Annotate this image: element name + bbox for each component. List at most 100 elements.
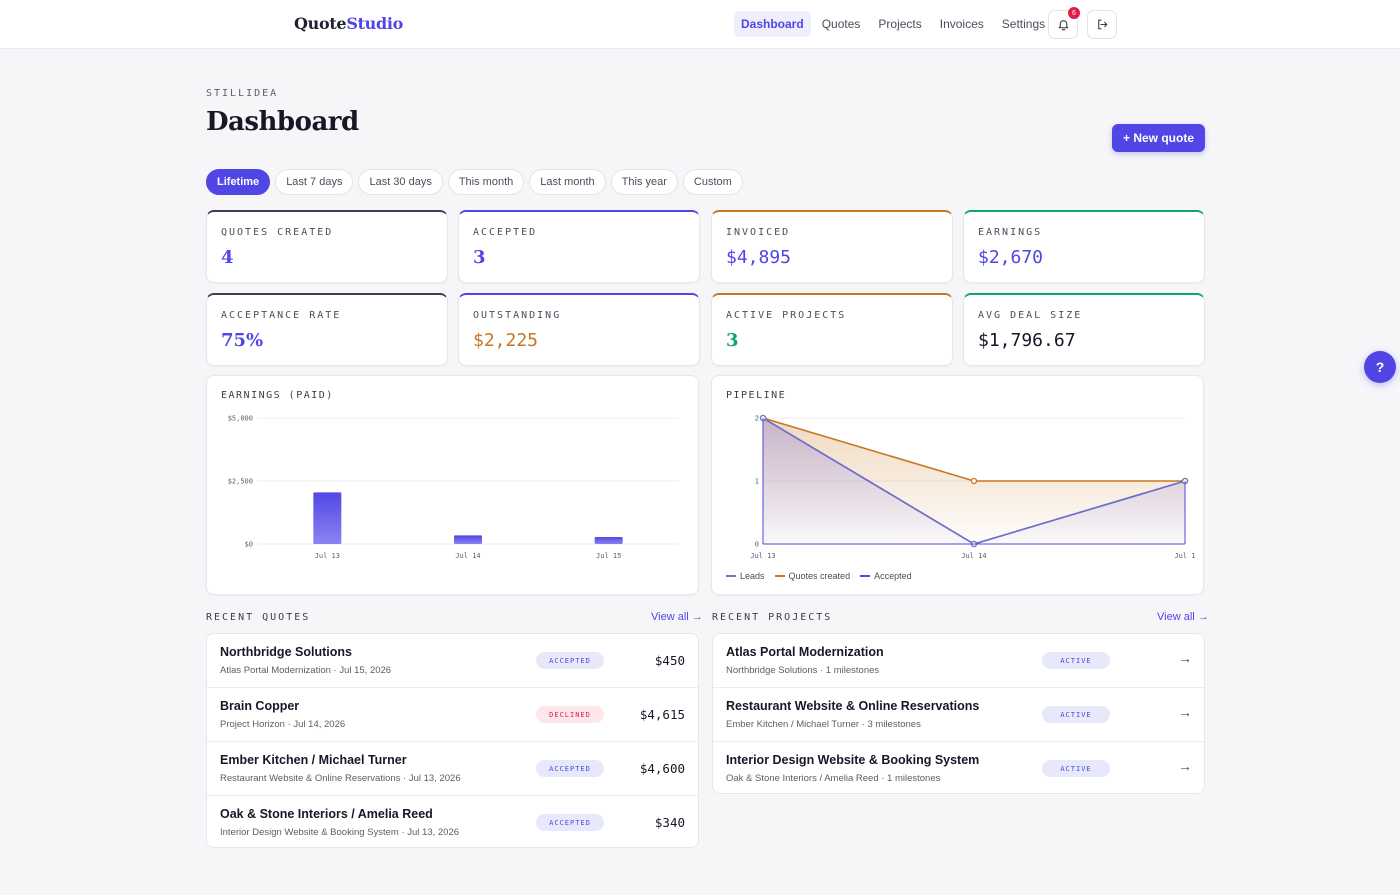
quote-meta: Project Horizon · Jul 14, 2026 xyxy=(220,719,346,730)
project-row[interactable]: Interior Design Website & Booking System… xyxy=(713,741,1204,795)
filter-this-month[interactable]: This month xyxy=(447,169,525,195)
quote-meta: Interior Design Website & Booking System… xyxy=(220,827,460,838)
status-badge: ACCEPTED xyxy=(536,814,604,831)
logo-accent-text: Studio xyxy=(346,14,404,33)
earnings-chart-title: EARNINGS (PAID) xyxy=(221,390,334,401)
stat-label: ACTIVE PROJECTS xyxy=(726,310,847,321)
recent-quotes-heading: RECENT QUOTES xyxy=(206,612,311,623)
stat-card: OUTSTANDING $2,225 xyxy=(458,293,700,366)
stat-card: ACTIVE PROJECTS 3 xyxy=(711,293,953,366)
project-row[interactable]: Restaurant Website & Online Reservations… xyxy=(713,687,1204,741)
y-tick-label: 1 xyxy=(755,478,759,486)
y-tick-label: $5,000 xyxy=(228,415,253,423)
stat-card: ACCEPTED 3 xyxy=(458,210,700,283)
filter-this-year[interactable]: This year xyxy=(610,169,678,195)
nav-quotes[interactable]: Quotes xyxy=(821,17,861,31)
stat-value: $2,670 xyxy=(978,247,1044,268)
legend-item-accepted[interactable]: Accepted xyxy=(860,571,912,581)
x-tick-label: Jul 13 xyxy=(315,552,340,560)
quote-row[interactable]: Ember Kitchen / Michael Turner Restauran… xyxy=(207,741,698,795)
filter-last-7-days[interactable]: Last 7 days xyxy=(275,169,354,195)
stat-value: 3 xyxy=(726,330,739,351)
nav-invoices[interactable]: Invoices xyxy=(939,17,984,31)
project-meta: Northbridge Solutions · 1 milestones xyxy=(726,665,880,676)
recent-quotes-list: Northbridge Solutions Atlas Portal Moder… xyxy=(206,633,699,848)
stat-value: 4 xyxy=(221,247,234,268)
stat-label: ACCEPTANCE RATE xyxy=(221,310,342,321)
app-logo[interactable]: QuoteStudio xyxy=(294,14,403,33)
logout-button[interactable] xyxy=(1087,10,1117,39)
filter-last-30-days[interactable]: Last 30 days xyxy=(358,169,443,195)
stat-card: ACCEPTANCE RATE 75% xyxy=(206,293,448,366)
notification-count-badge: 6 xyxy=(1068,7,1080,19)
quote-client-name: Oak & Stone Interiors / Amelia Reed xyxy=(220,807,433,821)
arrow-right-icon[interactable]: → xyxy=(1178,704,1192,720)
stat-card: EARNINGS $2,670 xyxy=(963,210,1205,283)
stat-value: $4,895 xyxy=(726,247,792,268)
view-all-quotes-link[interactable]: View all → xyxy=(651,611,703,623)
pipeline-chart-card: PIPELINE 0 1 2 Jul 13 Jul 14 Jul 1 Leads Quot… xyxy=(711,375,1204,595)
x-tick-label: Jul 1 xyxy=(1174,552,1195,560)
legend-label: Accepted xyxy=(874,571,912,581)
page-title: Dashboard xyxy=(206,107,359,137)
status-badge: ACCEPTED xyxy=(536,652,604,669)
legend-swatch xyxy=(860,575,871,577)
nav-settings[interactable]: Settings xyxy=(1001,17,1046,31)
stat-label: AVG DEAL SIZE xyxy=(978,310,1083,321)
arrow-right-icon[interactable]: → xyxy=(1178,758,1192,774)
legend-item-quotes-created[interactable]: Quotes created xyxy=(774,571,850,581)
quote-client-name: Northbridge Solutions xyxy=(220,645,352,659)
earnings-bar xyxy=(313,492,342,544)
pipeline-chart-title: PIPELINE xyxy=(726,390,787,401)
x-tick-label: Jul 15 xyxy=(596,552,621,560)
quote-row[interactable]: Brain Copper Project Horizon · Jul 14, 2… xyxy=(207,687,698,741)
stat-value: $2,225 xyxy=(473,330,539,351)
filter-lifetime[interactable]: Lifetime xyxy=(206,169,271,195)
quote-amount: $340 xyxy=(654,815,685,830)
arrow-right-icon[interactable]: → xyxy=(1178,650,1192,666)
recent-projects-list: Atlas Portal Modernization Northbridge S… xyxy=(712,633,1205,794)
y-tick-label: 0 xyxy=(755,541,759,549)
status-badge: ACCEPTED xyxy=(536,760,604,777)
legend-item-leads[interactable]: Leads xyxy=(726,571,765,581)
stat-label: OUTSTANDING xyxy=(473,310,562,321)
quote-meta: Atlas Portal Modernization · Jul 15, 202… xyxy=(220,665,392,676)
earnings-bar xyxy=(454,535,482,544)
y-tick-label: $2,500 xyxy=(228,478,253,486)
project-row[interactable]: Atlas Portal Modernization Northbridge S… xyxy=(713,634,1204,688)
earnings-bar xyxy=(594,536,623,544)
earnings-chart-card: EARNINGS (PAID) $0 $2,500 $5,000 Jul 13 Jul … xyxy=(206,375,699,595)
stat-label: INVOICED xyxy=(726,227,791,238)
status-badge: ACTIVE xyxy=(1042,706,1110,723)
nav-projects[interactable]: Projects xyxy=(878,17,922,31)
legend-label: Leads xyxy=(740,571,765,581)
help-button[interactable]: ? xyxy=(1364,351,1396,383)
pipeline-line-chart: 0 1 2 Jul 13 Jul 14 Jul 1 xyxy=(750,415,1195,561)
logo-text: Quote xyxy=(294,14,347,33)
earnings-bar-chart: $0 $2,500 $5,000 Jul 13 Jul 14 Jul 15 xyxy=(228,415,679,560)
top-navigation-bar: QuoteStudio Dashboard Quotes Projects In… xyxy=(0,0,1400,49)
date-range-filters: Lifetime Last 7 days Last 30 days This m… xyxy=(206,169,743,195)
quote-row[interactable]: Oak & Stone Interiors / Amelia Reed Inte… xyxy=(207,795,698,849)
y-tick-label: $0 xyxy=(245,541,253,549)
stat-label: QUOTES CREATED xyxy=(221,227,334,238)
stat-card: QUOTES CREATED 4 xyxy=(206,210,448,283)
notifications-button[interactable]: 6 xyxy=(1048,7,1080,39)
nav-dashboard[interactable]: Dashboard xyxy=(734,11,811,37)
new-quote-button[interactable]: + New quote xyxy=(1112,124,1205,152)
organization-name: STILLIDEA xyxy=(206,88,279,99)
project-meta: Oak & Stone Interiors / Amelia Reed · 1 … xyxy=(726,773,941,784)
view-all-projects-link[interactable]: View all → xyxy=(1157,611,1209,623)
quote-row[interactable]: Northbridge Solutions Atlas Portal Moder… xyxy=(207,634,698,688)
status-badge: ACTIVE xyxy=(1042,652,1110,669)
filter-custom[interactable]: Custom xyxy=(682,169,743,195)
logout-icon xyxy=(1097,19,1107,30)
status-badge: DECLINED xyxy=(536,706,604,723)
quote-amount: $450 xyxy=(654,653,685,668)
stat-value: 3 xyxy=(473,247,486,268)
bell-icon xyxy=(1058,20,1068,31)
stat-card: AVG DEAL SIZE $1,796.67 xyxy=(963,293,1205,366)
filter-last-month[interactable]: Last month xyxy=(529,169,606,195)
x-tick-label: Jul 14 xyxy=(961,552,986,560)
project-name: Restaurant Website & Online Reservations xyxy=(726,699,980,713)
